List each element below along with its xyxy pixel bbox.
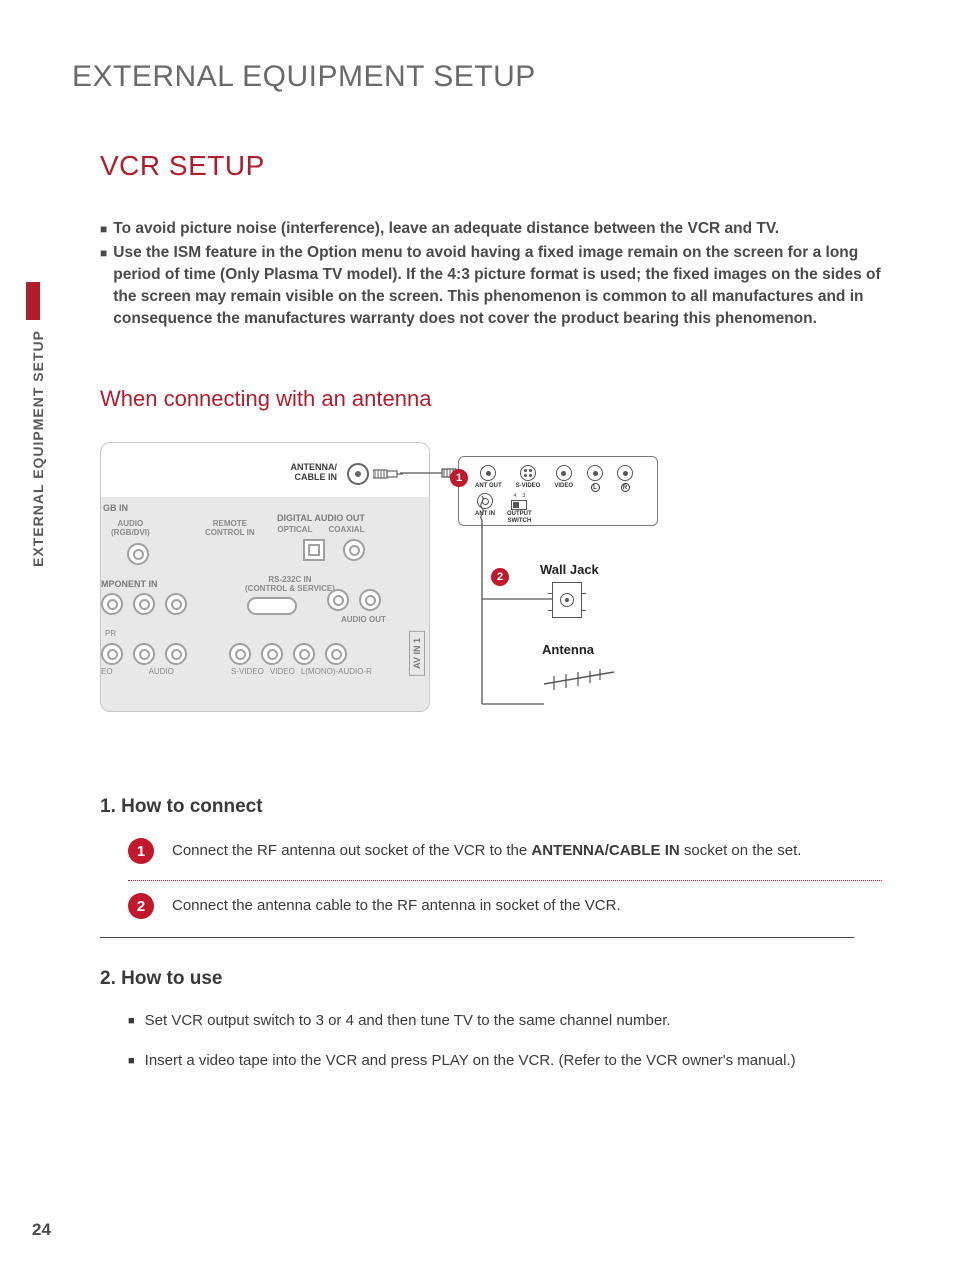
component-jack-icon xyxy=(101,593,123,615)
row3-jack-icon xyxy=(101,643,123,665)
audio-out-label: AUDIO OUT xyxy=(341,615,386,624)
coaxial-jack-icon xyxy=(343,539,365,561)
wall-jack-box-icon xyxy=(552,582,582,618)
page-number: 24 xyxy=(32,1220,51,1240)
bullet-icon: ■ xyxy=(100,218,107,240)
step-1-text: Connect the RF antenna out socket of the… xyxy=(172,838,801,863)
rs232-port-icon xyxy=(247,597,297,615)
laudio-label: L(MONO)-AUDIO-R xyxy=(301,667,372,676)
vcr-r-label: R xyxy=(621,483,630,492)
eo-label: EO xyxy=(101,667,113,676)
use-item-1-text: Set VCR output switch to 3 or 4 and then… xyxy=(145,1010,671,1032)
video-jack-icon xyxy=(556,465,572,481)
pr-label: PR xyxy=(105,629,116,638)
note-2: ■ Use the ISM feature in the Option menu… xyxy=(100,242,882,330)
vcr-svideo-label: S-VIDEO xyxy=(516,483,541,489)
avin-jack-icon xyxy=(293,643,315,665)
gb-in-label: GB IN xyxy=(103,503,128,513)
step-2: 2 Connect the antenna cable to the RF an… xyxy=(128,893,882,919)
vcr-side: ANT OUT S-VIDEO VIDEO L R ANT IN 43 OUTP… xyxy=(458,442,658,742)
antenna-cable-in-jack-icon xyxy=(347,463,369,485)
subsection-title: When connecting with an antenna xyxy=(100,386,882,412)
remote-control-in-label: REMOTECONTROL IN xyxy=(205,519,255,537)
how-to-use-title: 2. How to use xyxy=(100,968,882,990)
svideo-label: S-VIDEO xyxy=(231,667,264,676)
ant-out-jack-icon xyxy=(480,465,496,481)
component-jack-icon xyxy=(133,593,155,615)
audio-rgbdvi-jack-icon xyxy=(127,543,149,565)
how-to-use-list: ■ Set VCR output switch to 3 or 4 and th… xyxy=(128,1010,882,1072)
vcr-video-label: VIDEO xyxy=(554,483,573,489)
rs232-label: RS-232C IN(CONTROL & SERVICE) xyxy=(245,575,335,593)
note-1-text: To avoid picture noise (interference), l… xyxy=(113,218,779,240)
use-item-2-text: Insert a video tape into the VCR and pre… xyxy=(145,1050,796,1072)
svideo-jack-icon xyxy=(520,465,536,481)
avin-jack-icon xyxy=(325,643,347,665)
wall-jack-label: Wall Jack xyxy=(540,562,599,577)
bullet-icon: ■ xyxy=(128,1010,135,1032)
ant-out-label: ANT OUT xyxy=(475,483,502,489)
audio-l-jack-icon xyxy=(587,465,603,481)
divider xyxy=(100,937,854,938)
how-to-connect-title: 1. How to connect xyxy=(100,796,882,818)
tv-back-panel: ANTENNA/ CABLE IN GB IN AUDIO(RGB/DVI) xyxy=(100,442,430,712)
cable-connector-icon xyxy=(373,467,403,481)
shaded-io-panel: GB IN AUDIO(RGB/DVI) REMOTECONTROL IN DI… xyxy=(101,497,430,712)
note-1: ■ To avoid picture noise (interference),… xyxy=(100,218,882,240)
page-title: EXTERNAL EQUIPMENT SETUP xyxy=(72,60,882,94)
antenna-label: Antenna xyxy=(542,642,594,657)
step-1-number: 1 xyxy=(128,838,154,864)
avin-jack-icon xyxy=(229,643,251,665)
optical-label: OPTICAL xyxy=(277,525,312,534)
video-label: VIDEO xyxy=(270,667,295,676)
wall-jack-icon xyxy=(560,593,574,607)
callout-2: 2 xyxy=(491,568,509,586)
optical-jack-icon xyxy=(303,539,325,561)
use-item-2: ■ Insert a video tape into the VCR and p… xyxy=(128,1050,882,1072)
step-1: 1 Connect the RF antenna out socket of t… xyxy=(128,838,882,881)
row3-jack-icon xyxy=(165,643,187,665)
bullet-icon: ■ xyxy=(100,242,107,330)
row3-jack-icon xyxy=(133,643,155,665)
bullet-icon: ■ xyxy=(128,1050,135,1072)
antenna-cable-in-label: ANTENNA/ CABLE IN xyxy=(291,463,338,483)
component-jack-icon xyxy=(165,593,187,615)
callout-1: 1 xyxy=(450,469,468,487)
audio-out-jack-icon xyxy=(327,589,349,611)
audio-rgbdvi-label: AUDIO(RGB/DVI) xyxy=(111,519,150,537)
section-title: VCR SETUP xyxy=(100,150,882,182)
audio-out-jack-icon xyxy=(359,589,381,611)
diagram: ANTENNA/ CABLE IN GB IN AUDIO(RGB/DVI) xyxy=(72,442,882,742)
note-2-text: Use the ISM feature in the Option menu t… xyxy=(113,242,882,330)
notes-block: ■ To avoid picture noise (interference),… xyxy=(100,218,882,330)
coaxial-label: COAXIAL xyxy=(328,525,364,534)
digital-audio-out-label: DIGITAL AUDIO OUT OPTICAL COAXIAL xyxy=(277,513,365,534)
audio-r-jack-icon xyxy=(617,465,633,481)
avin-jack-icon xyxy=(261,643,283,665)
antenna-icon xyxy=(544,664,614,690)
vcr-l-label: L xyxy=(591,483,600,492)
step-2-number: 2 xyxy=(128,893,154,919)
step-2-text: Connect the antenna cable to the RF ante… xyxy=(172,893,621,918)
audio-label: AUDIO xyxy=(149,667,174,676)
component-in-label: MPONENT IN xyxy=(101,579,158,589)
av-in-1-label: AV IN 1 xyxy=(409,631,425,676)
use-item-1: ■ Set VCR output switch to 3 or 4 and th… xyxy=(128,1010,882,1032)
how-to-connect-steps: 1 Connect the RF antenna out socket of t… xyxy=(128,838,882,919)
